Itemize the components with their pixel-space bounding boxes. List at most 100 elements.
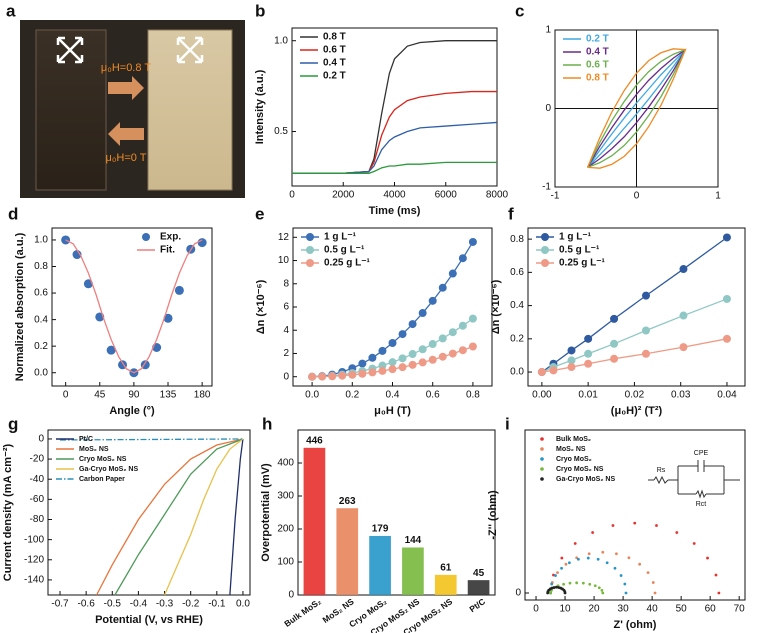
data-point bbox=[638, 562, 642, 566]
x-tick-label: -1 bbox=[551, 191, 560, 202]
data-point bbox=[619, 574, 623, 577]
series-line bbox=[114, 438, 244, 596]
x-axis-label: (μ₀H)² (T²) bbox=[611, 405, 663, 417]
y-tick-label: 0.4 bbox=[510, 300, 524, 311]
legend-label: Carbon Paper bbox=[79, 476, 125, 483]
resistor bbox=[695, 489, 707, 499]
data-point bbox=[348, 370, 357, 379]
data-point bbox=[567, 346, 576, 355]
x-tick-label: -0.7 bbox=[51, 599, 69, 610]
legend-label: Pt/C bbox=[79, 436, 93, 443]
x-axis-label: Z' (ohm) bbox=[614, 619, 657, 631]
data-point bbox=[550, 582, 554, 586]
legend-label: Cryo MoS₂ NS bbox=[79, 456, 127, 463]
data-point bbox=[398, 330, 407, 339]
y-axis-label: Overpotential (mV) bbox=[260, 463, 272, 562]
x-tick-label: 30 bbox=[618, 604, 630, 615]
x-tick-label: 180 bbox=[194, 390, 211, 401]
data-point bbox=[562, 582, 566, 586]
data-point bbox=[418, 309, 427, 318]
x-tick-label: 0.03 bbox=[671, 390, 691, 401]
data-point bbox=[624, 591, 628, 595]
data-point bbox=[448, 328, 457, 337]
legend-label: Fit. bbox=[160, 245, 175, 256]
data-point bbox=[448, 269, 457, 278]
legend-label: 0.6 T bbox=[323, 45, 346, 56]
x-tick-label: 70 bbox=[734, 604, 746, 615]
legend-label: Bulk MoS₂ bbox=[556, 436, 591, 443]
x-tick-label: 0.4 bbox=[386, 390, 400, 401]
legend-marker bbox=[540, 437, 544, 441]
data-point bbox=[586, 556, 590, 560]
x-tick-label: 90 bbox=[128, 390, 140, 401]
y-tick-label: -140 bbox=[24, 575, 44, 586]
legend-label: 0.6 T bbox=[586, 60, 609, 71]
data-point bbox=[458, 321, 467, 330]
x-tick-label: 135 bbox=[160, 390, 177, 401]
data-point bbox=[588, 582, 592, 586]
y-tick-label: 0 bbox=[288, 590, 294, 601]
bar bbox=[336, 508, 359, 595]
data-point bbox=[623, 582, 627, 586]
data-point bbox=[560, 566, 563, 570]
data-point bbox=[368, 353, 377, 362]
y-axis-label: Δn (×10⁻⁶) bbox=[490, 279, 502, 334]
y-tick-label: 0 bbox=[515, 588, 521, 599]
panel-label: i bbox=[505, 414, 510, 433]
x-tick-label: 60 bbox=[705, 604, 717, 615]
data-point bbox=[556, 571, 559, 575]
bar bbox=[467, 580, 490, 595]
panel-label: c bbox=[515, 1, 524, 20]
y-tick-label: 200 bbox=[277, 524, 294, 535]
data-point bbox=[388, 365, 397, 374]
capacitor bbox=[697, 460, 705, 472]
data-point bbox=[408, 350, 417, 359]
y-tick-label: 12 bbox=[278, 232, 290, 243]
data-point bbox=[549, 366, 558, 375]
data-point bbox=[358, 359, 367, 368]
data-point bbox=[428, 296, 437, 305]
chart-panel: e 0 2 4 6 8 10 12 0.0 0.2 0.4 0.6 0.8 μ₀H (T) Δn (×10⁻… bbox=[255, 204, 493, 417]
series-line bbox=[163, 438, 244, 596]
data-point bbox=[568, 581, 572, 585]
data-point bbox=[567, 356, 576, 365]
data-point bbox=[554, 574, 557, 577]
y-tick-label: 8 bbox=[283, 278, 289, 289]
legend-label: 0.2 T bbox=[586, 34, 609, 45]
panel-label: e bbox=[255, 204, 264, 223]
cuvette-light bbox=[147, 29, 233, 191]
data-point bbox=[388, 358, 397, 367]
data-point bbox=[557, 586, 561, 589]
y-tick-label: 4 bbox=[283, 325, 289, 336]
data-point bbox=[584, 349, 593, 358]
series-line bbox=[65, 239, 203, 374]
data-point bbox=[584, 334, 593, 343]
y-tick-label: -80 bbox=[30, 514, 45, 525]
x-tick-label: 20 bbox=[589, 604, 601, 615]
data-point bbox=[560, 556, 564, 560]
x-axis-label: Time (ms) bbox=[369, 205, 421, 217]
data-point bbox=[641, 349, 650, 358]
y-tick-label: 0.6 bbox=[34, 288, 48, 299]
data-point bbox=[61, 235, 71, 245]
data-point bbox=[568, 561, 571, 565]
data-point bbox=[438, 352, 447, 361]
data-point bbox=[83, 279, 93, 289]
data-point bbox=[692, 542, 696, 545]
data-point bbox=[627, 556, 631, 560]
legend-label: Cryo MoS₂ NS bbox=[556, 466, 604, 473]
y-tick-label: 300 bbox=[277, 491, 294, 502]
x-tick-label: 8000 bbox=[486, 190, 509, 201]
data-point bbox=[338, 371, 347, 380]
data-point bbox=[601, 591, 605, 595]
x-tick-label: -0.4 bbox=[130, 599, 148, 610]
data-point bbox=[584, 359, 593, 368]
x-tick-label: -0.5 bbox=[104, 599, 122, 610]
y-tick-label: -100 bbox=[24, 534, 44, 545]
chart-panel: f 0.0 0.2 0.4 0.6 0.8 0.00 0.01 0.02 0.03 0.04 (μ₀H… bbox=[490, 204, 746, 417]
cuvette-dark bbox=[35, 29, 107, 191]
legend-label: 0.5 g L⁻¹ bbox=[559, 245, 600, 256]
data-point bbox=[679, 265, 688, 274]
data-point bbox=[106, 345, 116, 355]
x-tick-label: 0 bbox=[533, 604, 539, 615]
